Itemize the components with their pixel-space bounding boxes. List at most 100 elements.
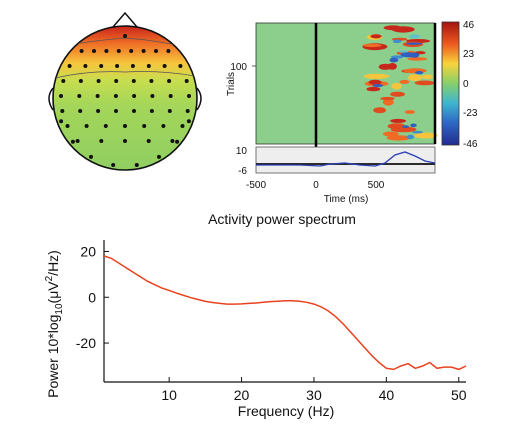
electrode-dot bbox=[114, 109, 118, 113]
y-tick-label: 20 bbox=[80, 243, 96, 259]
erp-activity-blob bbox=[389, 57, 399, 63]
electrode-dot bbox=[130, 64, 135, 68]
electrode-dot bbox=[99, 139, 104, 143]
x-tick-label: 30 bbox=[306, 387, 322, 403]
colorbar-tick-label: -23 bbox=[463, 108, 478, 119]
erp-x-tick-label: -500 bbox=[246, 180, 266, 191]
electrode-dot bbox=[131, 79, 136, 83]
topomap-left-ear bbox=[48, 87, 54, 111]
topomap-right-ear bbox=[196, 87, 202, 111]
electrode-dot bbox=[99, 64, 104, 68]
electrode-dot bbox=[123, 124, 127, 128]
electrode-dot bbox=[134, 163, 139, 167]
spectrum-line bbox=[103, 255, 467, 371]
erp-activity-blob bbox=[363, 73, 390, 79]
erp-activity-blob bbox=[390, 118, 407, 123]
erp-activity-blob bbox=[414, 80, 435, 86]
erp-activity-blob bbox=[373, 107, 386, 114]
electrode-dot bbox=[59, 119, 64, 124]
electrode-dot bbox=[162, 64, 167, 68]
electrode-dot bbox=[167, 79, 172, 83]
electrode-dot bbox=[92, 49, 96, 53]
electrode-dot bbox=[79, 49, 84, 53]
erp-activity-blob bbox=[400, 52, 418, 58]
electrode-dot bbox=[77, 94, 82, 98]
erp-tick-10: 10 bbox=[236, 146, 248, 157]
electrode-dot bbox=[115, 64, 120, 68]
chart-title: Activity power spectrum bbox=[208, 211, 356, 227]
x-tick-label: 20 bbox=[234, 387, 250, 403]
electrode-dot bbox=[104, 49, 109, 53]
electrode-dot bbox=[60, 109, 65, 113]
electrode-dot bbox=[65, 124, 70, 128]
electrode-dot bbox=[157, 154, 161, 159]
erp-activity-blob bbox=[398, 50, 409, 53]
erp-activity-blob bbox=[406, 134, 415, 140]
erp-ylabel: Trials bbox=[226, 72, 237, 96]
electrode-dot bbox=[67, 64, 72, 68]
electrode-dot bbox=[141, 49, 146, 53]
electrode-dot bbox=[129, 49, 134, 53]
erp-activity-blob bbox=[399, 79, 410, 84]
electrode-dot bbox=[149, 79, 154, 83]
erp-activity-blob bbox=[378, 63, 393, 70]
colorbar-tick-label: 23 bbox=[463, 49, 475, 60]
erp-activity-blob bbox=[412, 130, 424, 134]
erp-tick-neg6: -6 bbox=[238, 166, 247, 177]
erp-trace bbox=[256, 151, 436, 167]
erp-activity-blob bbox=[368, 79, 382, 85]
electrode-dot bbox=[89, 154, 93, 159]
electrode-dot bbox=[154, 49, 158, 53]
colorbar bbox=[441, 21, 460, 146]
electrode-dot bbox=[167, 109, 172, 113]
x-tick-label: 50 bbox=[451, 387, 467, 403]
erp-activity-blob bbox=[386, 135, 411, 141]
electrode-dot bbox=[83, 64, 88, 68]
erp-activity-blob bbox=[407, 74, 422, 81]
plot-area: 10 20 30 40 50 20 0 -20 bbox=[76, 240, 467, 403]
erp-activity-blob bbox=[362, 43, 382, 48]
electrode-dot bbox=[70, 139, 75, 144]
electrode-dot bbox=[186, 119, 191, 124]
erp-image-activity bbox=[362, 25, 438, 141]
erp-activity-blob bbox=[390, 126, 417, 133]
electrode-dot bbox=[184, 79, 189, 83]
electrode-dot bbox=[166, 49, 171, 53]
electrode-dot bbox=[123, 139, 127, 143]
electrode-dot bbox=[61, 79, 66, 83]
y-axis-label: Power 10*log10(μV2/Hz) bbox=[44, 250, 65, 398]
electrode-dot bbox=[142, 124, 147, 128]
y-tick-label: -20 bbox=[76, 335, 96, 351]
erp-activity-blob bbox=[407, 57, 428, 61]
colorbar-tick-label: 0 bbox=[463, 79, 469, 90]
electrode-dot bbox=[150, 94, 155, 98]
electrode-dot bbox=[95, 94, 100, 98]
erp-activity-blob bbox=[391, 82, 402, 90]
erp-activity-blob bbox=[392, 39, 402, 44]
electrode-dot bbox=[175, 139, 180, 144]
electrode-dot bbox=[59, 94, 63, 98]
erp-activity-blob bbox=[404, 110, 416, 114]
electrode-dot bbox=[96, 79, 101, 83]
colorbar-tick-label: -46 bbox=[463, 139, 478, 150]
topomap-nose bbox=[112, 11, 138, 28]
y-tick-label: 0 bbox=[88, 289, 96, 305]
x-axis-label: Frequency (Hz) bbox=[238, 403, 334, 419]
x-tick-label: 40 bbox=[379, 387, 395, 403]
electrode-dot bbox=[146, 139, 151, 143]
electrode-dot bbox=[84, 124, 89, 128]
electrode-dot bbox=[75, 139, 80, 143]
topomap-electrodes bbox=[59, 34, 191, 167]
electrode-dot bbox=[114, 79, 119, 83]
topomap bbox=[48, 11, 202, 171]
electrode-dot bbox=[170, 139, 175, 143]
erp-activity-blob bbox=[410, 123, 417, 128]
erp-activity-blob bbox=[421, 74, 434, 80]
erp-activity-blob bbox=[366, 86, 381, 92]
erp-activity-blob bbox=[415, 71, 424, 75]
topomap-contour bbox=[54, 71, 196, 79]
topomap-head bbox=[52, 25, 198, 171]
electrode-dot bbox=[116, 49, 121, 53]
electrode-dot bbox=[111, 163, 116, 167]
